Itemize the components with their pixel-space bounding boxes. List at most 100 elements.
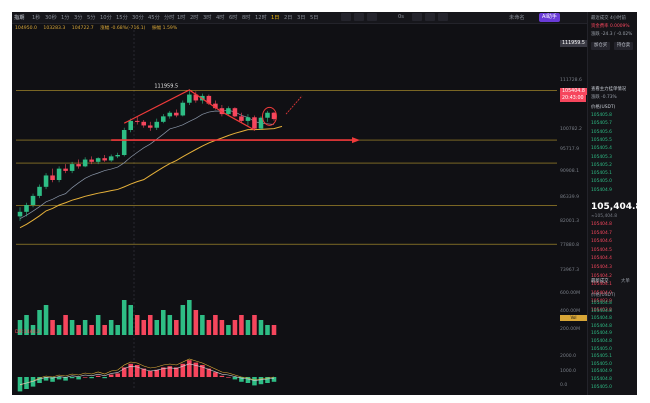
ohlc-amplitude: 振幅 1.59% bbox=[151, 26, 178, 31]
interval-13[interactable]: 4时 bbox=[216, 15, 225, 21]
interval-14[interactable]: 6时 bbox=[229, 15, 238, 21]
interval-1[interactable]: 30秒 bbox=[45, 15, 57, 21]
interval-2[interactable]: 1分 bbox=[61, 15, 70, 21]
interval-7[interactable]: 30分 bbox=[132, 15, 144, 21]
trading-app: 指期 1秒 30秒 1分 3分 5分 10分 15分 30分 45分 分时 1时 2时 3时 4时 6时 8时… bbox=[12, 12, 637, 395]
volume-bar bbox=[200, 315, 205, 335]
macd-bar bbox=[134, 365, 140, 377]
macd-bar bbox=[154, 369, 160, 377]
bids-row: 105403.8 bbox=[591, 308, 612, 313]
price-axis-tick: 400.00M bbox=[560, 309, 581, 314]
asks-row: 105405.4 bbox=[591, 146, 612, 152]
macd-bar bbox=[69, 377, 75, 379]
tab-latest-trades[interactable]: 最新成交 bbox=[591, 279, 609, 284]
candle-body bbox=[82, 159, 88, 167]
interval-6[interactable]: 15分 bbox=[116, 15, 128, 21]
interval-11[interactable]: 2时 bbox=[190, 15, 199, 21]
price-axis-tick: 2000.0 bbox=[560, 354, 577, 359]
mid-price: 105,404.8 bbox=[591, 202, 637, 212]
interval-16[interactable]: 12时 bbox=[255, 15, 267, 21]
volume-bar bbox=[206, 320, 212, 335]
ohlc-value: 104950.0 bbox=[15, 26, 37, 31]
price-chart[interactable]: 111959.5 bbox=[12, 30, 587, 395]
panel-header-row: 最近成交 4小时前 bbox=[591, 16, 626, 21]
interval-18[interactable]: 2日 bbox=[284, 15, 293, 21]
tab-large-orders[interactable]: 大单 bbox=[621, 279, 630, 284]
candle-body bbox=[37, 186, 42, 196]
volume-bar bbox=[187, 300, 192, 335]
trades-row: 105405.0 bbox=[591, 384, 612, 390]
interval-9[interactable]: 分时 bbox=[164, 15, 175, 21]
interval-15[interactable]: 8时 bbox=[242, 15, 251, 21]
candlestick-chart[interactable]: 111959.5 bbox=[12, 30, 587, 395]
trades-row: 105404.8 bbox=[591, 339, 612, 344]
draw-icon[interactable] bbox=[354, 13, 364, 21]
volume-bar bbox=[134, 315, 140, 335]
ai-assistant-button[interactable]: AI助手 bbox=[539, 13, 560, 22]
buy-button[interactable]: 加仓买 bbox=[591, 42, 611, 50]
extra-label[interactable]: 0s bbox=[398, 14, 405, 20]
candle-body bbox=[102, 158, 107, 161]
interval-17[interactable]: 1日 bbox=[271, 15, 280, 21]
interval-8[interactable]: 45分 bbox=[148, 15, 160, 21]
trades-row: 105405.0 bbox=[591, 361, 612, 367]
volume-bar bbox=[271, 325, 277, 335]
ohlc-value: 104722.7 bbox=[71, 26, 94, 31]
interval-20[interactable]: 5日 bbox=[310, 15, 319, 21]
layout-icon[interactable] bbox=[412, 13, 422, 21]
trades-row: 105404.9 bbox=[591, 369, 612, 375]
candle-body bbox=[154, 121, 160, 128]
macd-bar bbox=[252, 377, 257, 386]
volume-bar bbox=[265, 325, 270, 335]
bids-row: 105404.1 bbox=[591, 282, 612, 288]
macd-bar bbox=[147, 371, 153, 377]
settings-icon[interactable] bbox=[367, 13, 377, 21]
macd-bar bbox=[187, 360, 192, 377]
trades-row: 105405.1 bbox=[591, 354, 612, 360]
symbol-label[interactable]: 指期 bbox=[14, 15, 25, 21]
macd-bar bbox=[271, 377, 277, 382]
price-axis-tick: 73967.3 bbox=[560, 268, 579, 273]
macd-bar bbox=[232, 377, 238, 380]
sell-button[interactable]: 持仓卖 bbox=[614, 42, 634, 50]
candle-body bbox=[239, 116, 244, 121]
interval-3[interactable]: 3分 bbox=[74, 15, 83, 21]
volume-bar bbox=[24, 315, 29, 335]
candle-body bbox=[24, 205, 29, 212]
volume-bar bbox=[154, 320, 160, 335]
bids-row: 105404.0 bbox=[591, 290, 612, 296]
trades-row: 105404.8 bbox=[591, 316, 612, 322]
interval-0[interactable]: 1秒 bbox=[32, 15, 41, 21]
fullscreen-icon[interactable] bbox=[438, 13, 448, 21]
interval-5[interactable]: 10分 bbox=[100, 15, 112, 21]
macd-bar bbox=[115, 373, 120, 377]
asks-row: 105405.2 bbox=[591, 162, 612, 168]
high-price-tag: 111959.5 bbox=[560, 40, 587, 47]
volume-bar bbox=[37, 310, 42, 335]
candle-body bbox=[161, 116, 166, 122]
unsaved-label[interactable]: 未命名 bbox=[509, 15, 525, 21]
interval-19[interactable]: 3日 bbox=[297, 15, 306, 21]
interval-12[interactable]: 3时 bbox=[203, 15, 212, 21]
macd-bar bbox=[50, 377, 55, 382]
interval-4[interactable]: 5分 bbox=[87, 15, 96, 21]
candle-body bbox=[76, 164, 81, 167]
candle-body bbox=[206, 95, 212, 104]
macd-bar bbox=[108, 374, 114, 377]
asks-row: 105405.5 bbox=[591, 137, 612, 143]
volume-bar bbox=[95, 315, 101, 335]
trades-row: 105404.9 bbox=[591, 331, 612, 337]
candle-body bbox=[232, 108, 238, 117]
macd-bar bbox=[17, 377, 23, 392]
macd-bar bbox=[161, 367, 166, 377]
macd-bar bbox=[206, 368, 212, 377]
asks-row: 105405.6 bbox=[591, 129, 612, 135]
change-row: 涨跌 -24.3 / -0.02% bbox=[591, 32, 633, 37]
interval-10[interactable]: 1时 bbox=[177, 15, 186, 21]
orderbook-title[interactable]: 查看主力挂单情况 bbox=[591, 87, 627, 92]
camera-icon[interactable] bbox=[425, 13, 435, 21]
volume-bar bbox=[63, 315, 68, 335]
funding-rate: 资金费率 0.0009% bbox=[591, 24, 630, 29]
indicator-icon[interactable] bbox=[341, 13, 351, 21]
orderbook-change: 涨跌 -0.73% bbox=[591, 95, 617, 100]
